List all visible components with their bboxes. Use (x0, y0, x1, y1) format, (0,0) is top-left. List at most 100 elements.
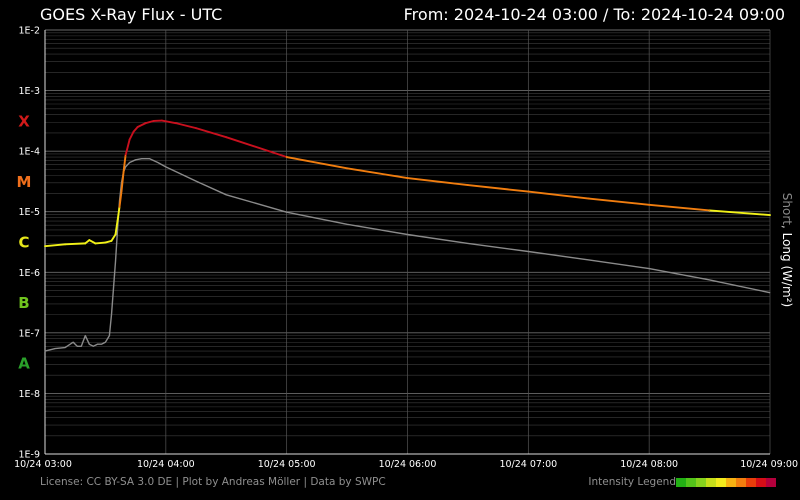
series-long-segment (128, 130, 135, 141)
series-short-point (346, 223, 348, 225)
series-short-point (195, 180, 197, 182)
series-long-point (114, 233, 117, 236)
y-axis-label-separator: , (780, 225, 794, 233)
series-long-point (137, 126, 139, 128)
series-long-point (467, 184, 469, 186)
legend-swatch (706, 478, 716, 487)
series-long-point (346, 167, 348, 169)
series-short-point (769, 292, 771, 294)
series-long-point (44, 245, 46, 247)
y-tick-label: 1E-2 (18, 26, 40, 37)
series-long-segment (94, 241, 107, 245)
series-long-point (122, 171, 125, 173)
y-axis-label-long: Long (W/m²) (780, 233, 794, 308)
flare-class-m: M (17, 173, 32, 191)
legend-swatch (756, 478, 766, 487)
series-long-point (406, 177, 409, 179)
series-long-segment (708, 209, 771, 217)
legend-swatch (726, 478, 736, 487)
series-long-point (286, 156, 288, 158)
series-long-point (104, 241, 107, 244)
license-text: License: CC BY-SA 3.0 DE | Plot by Andre… (40, 476, 386, 488)
series-long-segment (118, 190, 123, 208)
series-short-point (129, 162, 130, 163)
series-short-point (588, 259, 590, 261)
series-long-segment (346, 167, 409, 179)
series-short-point (709, 279, 710, 281)
series-long-segment (116, 205, 121, 223)
series-long-segment (44, 243, 67, 248)
grid-lines (44, 29, 771, 455)
series-long-point (116, 220, 119, 222)
series-long-segment (104, 239, 113, 244)
series-short-point (64, 347, 66, 349)
series-short-point (467, 242, 469, 244)
series-long-segment (144, 120, 155, 125)
series-long-point (153, 120, 155, 122)
y-tick-label: 1E-8 (18, 389, 40, 400)
series-short-point (648, 268, 650, 270)
series-long-segment (648, 203, 711, 212)
series-short-point (165, 166, 167, 168)
series-long-segment (114, 220, 119, 236)
legend-swatch (716, 478, 726, 487)
intensity-legend-swatches (676, 478, 776, 487)
series-long-point (133, 131, 135, 133)
y-axis-label-short: Short (780, 193, 794, 225)
series-long-point (588, 197, 590, 200)
series-long-point (195, 127, 197, 129)
series-long-point (120, 190, 123, 192)
legend-swatch (676, 478, 686, 487)
x-tick-label: 10/24 04:00 (137, 459, 195, 470)
series-short-point (96, 343, 98, 345)
series-short-point (105, 341, 106, 343)
legend-swatch (736, 478, 746, 487)
series-long-segment (195, 127, 228, 139)
series-long-segment (285, 156, 349, 170)
series-short-point (141, 158, 143, 160)
series-long (44, 119, 771, 248)
series-short-point (115, 261, 116, 263)
series-short-point (149, 158, 151, 160)
series-short-point (109, 335, 110, 337)
series-long-point (225, 136, 227, 138)
series-long-point (84, 242, 86, 244)
legend-swatch (686, 478, 696, 487)
series-short-point (225, 194, 227, 196)
series-long-segment (64, 242, 87, 246)
series-short-point (44, 350, 46, 352)
series-short-point (54, 348, 56, 349)
series-long-segment (120, 171, 125, 192)
series-short-point (80, 345, 82, 347)
series-long-segment (527, 190, 590, 200)
series-short-point (111, 314, 112, 316)
series-long-point (88, 239, 90, 241)
y-tick-label: 1E-5 (18, 207, 40, 218)
series-long-segment (122, 154, 127, 174)
series-short-point (92, 345, 94, 347)
series-short-point (286, 211, 288, 213)
series-long-point (527, 190, 529, 193)
series-short-point (157, 162, 159, 163)
x-tick-label: 10/24 03:00 (14, 459, 72, 470)
y-tick-label: 1E-3 (18, 86, 40, 97)
flare-class-labels: A B C M X (17, 112, 32, 372)
series-short-point (135, 159, 137, 161)
series-long-point (708, 209, 711, 212)
series-short-point (527, 251, 529, 252)
y-tick-label: 1E-9 (18, 450, 40, 461)
series-long-segment (110, 233, 117, 242)
y-tick-labels: 1E-9 1E-8 1E-7 1E-6 1E-5 1E-4 1E-3 1E-2 (18, 26, 40, 461)
y-tick-label: 1E-4 (18, 147, 40, 158)
series-long-point (64, 243, 66, 245)
series-long-point (110, 240, 113, 242)
series-long-segment (225, 136, 288, 158)
series-long-point (145, 122, 147, 124)
flare-class-a: A (18, 355, 30, 373)
series-long-point (94, 242, 96, 244)
x-tick-label: 10/24 07:00 (499, 459, 557, 470)
series-long-point (118, 206, 121, 208)
series-long-point (161, 119, 163, 122)
